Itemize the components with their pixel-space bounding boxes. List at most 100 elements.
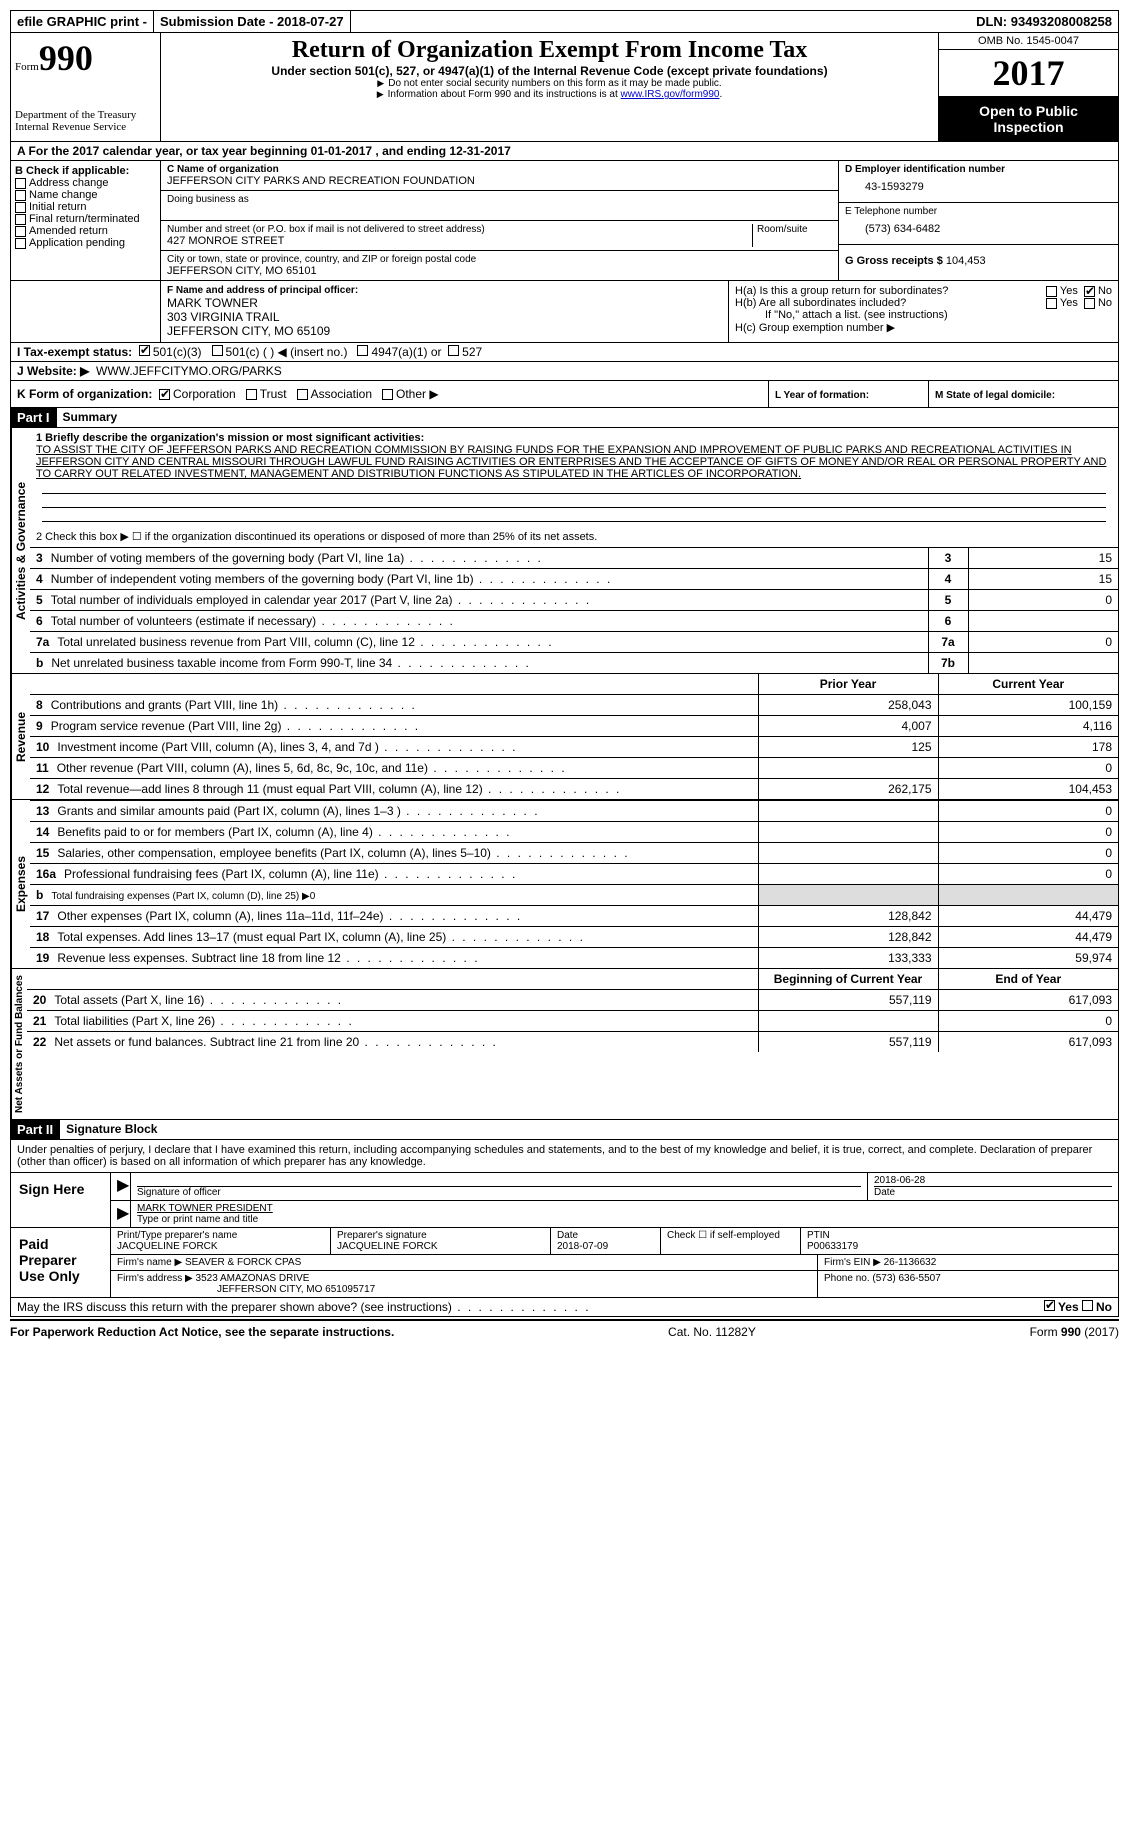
opt-corp: Corporation [173,387,236,401]
firm-phone-cell: Phone no. (573) 636-5507 [818,1271,1118,1297]
current-year-header: Current Year [938,674,1118,695]
cb-4947[interactable] [357,345,368,356]
prep-date-label: Date [557,1230,654,1241]
cb-final-label: Final return/terminated [29,213,140,225]
cb-trust[interactable] [246,389,257,400]
table-row: 10Investment income (Part VIII, column (… [30,737,1118,758]
city-value: JEFFERSON CITY, MO 65101 [167,265,832,277]
dln-value: 93493208008258 [1011,14,1112,29]
gross-label: G Gross receipts $ [845,255,946,267]
phone-value: (573) 634-6482 [845,217,1112,241]
firm-phone-value: (573) 636-5507 [872,1273,940,1284]
prep-name-label: Print/Type preparer's name [117,1230,324,1241]
irs-link[interactable]: www.IRS.gov/form990 [621,89,720,100]
form-number: 990 [39,38,93,78]
box-i: I Tax-exempt status: 501(c)(3) 501(c) ( … [10,343,1119,362]
footer-mid: Cat. No. 11282Y [668,1325,756,1339]
cb-initial[interactable]: Initial return [15,201,156,213]
netassets-block: Net Assets or Fund Balances Beginning of… [10,969,1119,1120]
form-title-block: Return of Organization Exempt From Incom… [161,33,938,141]
h-a-no[interactable] [1084,286,1095,297]
submission-date: 2018-07-27 [277,14,344,29]
spacer-left [11,281,161,342]
sig-date-cell: 2018-06-28 Date [868,1173,1118,1200]
dept-label: Department of the Treasury [15,109,156,121]
cb-501c[interactable] [212,345,223,356]
submission-label: Submission Date - [160,14,277,29]
firm-ein-value: 26-1136632 [884,1257,937,1268]
table-row: 21Total liabilities (Part X, line 26) 0 [27,1011,1118,1032]
year-formation-label: L Year of formation: [775,390,869,401]
firm-ein-cell: Firm's EIN ▶ 26-1136632 [818,1255,1118,1270]
self-emp-label[interactable]: Check ☐ if self-employed [667,1230,794,1241]
firm-ein-label: Firm's EIN ▶ [824,1257,884,1268]
form-id-block: Form990 Department of the Treasury Inter… [11,33,161,141]
opt-501c3: 501(c)(3) [153,345,202,359]
cb-501c3[interactable] [139,345,150,356]
form-word: Form [15,61,39,73]
name-title-label: Type or print name and title [137,1214,1112,1225]
table-row: 9Program service revenue (Part VIII, lin… [30,716,1118,737]
firm-phone-label: Phone no. [824,1273,872,1284]
discuss-yes[interactable] [1044,1300,1055,1311]
cb-name[interactable]: Name change [15,189,156,201]
box-j: J Website: ▶ WWW.JEFFCITYMO.ORG/PARKS [10,362,1119,381]
mission-text: TO ASSIST THE CITY OF JEFFERSON PARKS AN… [36,444,1112,480]
discuss-no[interactable] [1082,1300,1093,1311]
opt-trust: Trust [260,387,287,401]
table-row: 13Grants and similar amounts paid (Part … [30,801,1118,822]
box-f: F Name and address of principal officer:… [161,281,728,342]
period-mid: , and ending [375,144,449,158]
org-name-label: C Name of organization [167,164,832,175]
part1-body: Activities & Governance 1 Briefly descri… [10,428,1119,674]
table-row: bNet unrelated business taxable income f… [30,653,1118,674]
cb-assoc[interactable] [297,389,308,400]
cb-corp[interactable] [159,389,170,400]
prep-date-cell: Date 2018-07-09 [551,1228,661,1254]
officer-sig-cell: Signature of officer [131,1173,868,1200]
prep-sig-value: JACQUELINE FORCK [337,1241,544,1252]
officer-sig-label: Signature of officer [137,1186,861,1198]
table-row: 18Total expenses. Add lines 13–17 (must … [30,927,1118,948]
opt-assoc: Association [311,387,372,401]
opt-527: 527 [462,345,482,359]
activities-tab: Activities & Governance [11,428,30,673]
cb-address[interactable]: Address change [15,177,156,189]
mission-label: 1 Briefly describe the organization's mi… [36,432,1112,444]
ein-value: 43-1593279 [845,175,1112,199]
klm-row: K Form of organization: Corporation Trus… [10,381,1119,408]
officer-name: MARK TOWNER [167,296,722,310]
table-row: 19Revenue less expenses. Subtract line 1… [30,948,1118,969]
box-b: B Check if applicable: Address change Na… [11,161,161,280]
h-a-yes[interactable] [1046,286,1057,297]
sig-arrow-1: ▶ [111,1173,131,1200]
info-note: Information about Form 990 and its instr… [165,89,934,100]
table-row: 5Total number of individuals employed in… [30,590,1118,611]
sig-arrow-2: ▶ [111,1201,131,1227]
cb-amended[interactable]: Amended return [15,225,156,237]
cb-other[interactable] [382,389,393,400]
firm-name-label: Firm's name ▶ [117,1257,185,1268]
h-b-no[interactable] [1084,298,1095,309]
city-label: City or town, state or province, country… [167,254,832,265]
h-c-label: H(c) Group exemption number ▶ [735,321,1112,334]
footer-left: For Paperwork Reduction Act Notice, see … [10,1325,394,1339]
street-label: Number and street (or P.O. box if mail i… [167,224,752,235]
revenue-table: Prior Year Current Year 8Contributions a… [30,674,1118,799]
blank-line-3 [42,508,1106,522]
expenses-table: 13Grants and similar amounts paid (Part … [30,800,1118,968]
cb-pending[interactable]: Application pending [15,237,156,249]
ein-cell: D Employer identification number 43-1593… [839,161,1118,203]
cb-final[interactable]: Final return/terminated [15,213,156,225]
table-row: 12Total revenue—add lines 8 through 11 (… [30,779,1118,800]
box-h: H(a) Is this a group return for subordin… [728,281,1118,342]
phone-label: E Telephone number [845,206,1112,217]
part1-label: Part I [11,408,56,427]
h-b-yes[interactable] [1046,298,1057,309]
street-value: 427 MONROE STREET [167,235,752,247]
table-row: 8Contributions and grants (Part VIII, li… [30,695,1118,716]
cb-pending-label: Application pending [29,237,125,249]
prior-year-header: Prior Year [758,674,938,695]
cb-527[interactable] [448,345,459,356]
table-row: 15Salaries, other compensation, employee… [30,843,1118,864]
